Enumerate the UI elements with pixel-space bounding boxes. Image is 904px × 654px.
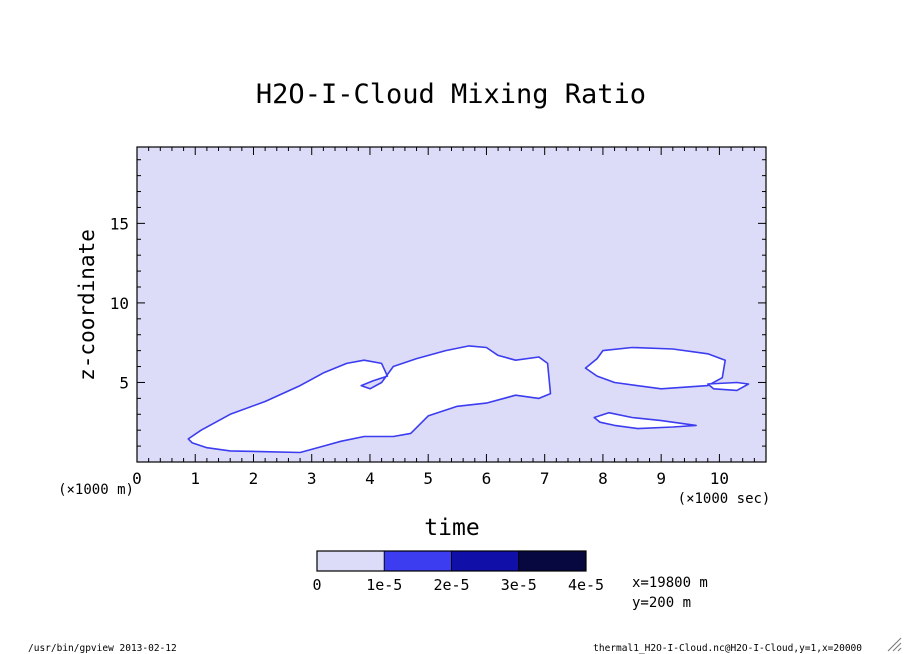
- x-tick-labels: 0 1 2 3 4 5 6 7 8 9 10: [132, 469, 729, 488]
- x-tick-label: 0: [132, 469, 142, 488]
- colorbar-label: 3e-5: [501, 576, 537, 594]
- y-tick-label: 5: [119, 373, 129, 392]
- region-main-cloud: [187, 345, 552, 454]
- colorbar-swatch: [316, 550, 385, 572]
- region-lower-right-cloud: [593, 411, 697, 430]
- x-tick-label: 6: [482, 469, 492, 488]
- x-tick-label: 9: [656, 469, 666, 488]
- colorbar-label: 1e-5: [366, 576, 402, 594]
- colorbar-label: 0: [312, 576, 321, 594]
- ticks-layer: [136, 147, 767, 463]
- x-tick-label: 2: [249, 469, 259, 488]
- y-axis-label: z-coordinate: [75, 229, 99, 381]
- plot-area: [136, 146, 767, 463]
- region-upper-right-cloud: [584, 346, 727, 390]
- y-tick-label: 15: [110, 214, 129, 233]
- coord-y-annotation: y=200 m: [632, 595, 691, 611]
- colorbar: 0 1e-5 2e-5 3e-5 4e-5: [312, 550, 604, 594]
- footer-left: /usr/bin/gpview 2013-02-12: [28, 643, 177, 654]
- x-tick-label: 3: [307, 469, 317, 488]
- regions-layer: [187, 345, 750, 454]
- coord-x-annotation: x=19800 m: [632, 575, 708, 591]
- x-tick-label: 7: [540, 469, 550, 488]
- colorbar-swatch: [518, 550, 587, 572]
- colorbar-swatch: [451, 550, 520, 572]
- x-axis-label: time: [424, 515, 479, 541]
- chart-title: H2O-I-Cloud Mixing Ratio: [256, 79, 646, 110]
- region-thin-strip: [706, 381, 750, 392]
- y-tick-labels: 5 10 15: [110, 214, 129, 392]
- x-tick-label: 4: [365, 469, 375, 488]
- footer-right: thermal1_H2O-I-Cloud.nc@H2O-I-Cloud,y=1,…: [593, 643, 862, 654]
- colorbar-frame: [316, 550, 587, 572]
- y-tick-label: 10: [110, 294, 129, 313]
- y-unit-label: (×1000 m): [58, 482, 134, 498]
- resize-grip-icon[interactable]: [887, 637, 902, 652]
- colorbar-label: 2e-5: [433, 576, 469, 594]
- x-tick-label: 8: [598, 469, 608, 488]
- x-tick-label: 10: [710, 469, 729, 488]
- colorbar-swatch: [383, 550, 452, 572]
- x-tick-label: 1: [190, 469, 200, 488]
- x-unit-label: (×1000 sec): [678, 491, 771, 507]
- colorbar-label: 4e-5: [568, 576, 604, 594]
- x-tick-label: 5: [423, 469, 433, 488]
